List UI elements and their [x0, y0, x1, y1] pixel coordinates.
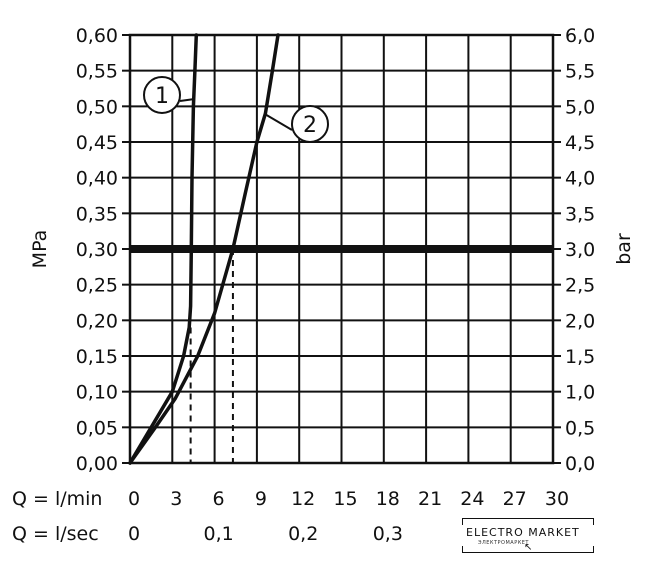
- series-callout-circle-1: [143, 76, 181, 114]
- y-left-tick-label: 0,60: [76, 25, 118, 47]
- y-left-tick-label: 0,00: [76, 453, 118, 475]
- cursor-icon: ↖: [524, 542, 533, 553]
- x-lmin-tick-label: 9: [255, 488, 267, 510]
- y-right-tick-label: 0,0: [565, 453, 595, 475]
- x-lmin-tick-label: 0: [128, 488, 140, 510]
- x-lsec-tick-label: 0,1: [203, 523, 233, 545]
- y-right-axis-title: bar: [613, 233, 635, 265]
- y-left-tick-label: 0,45: [76, 132, 118, 154]
- x-lmin-tick-label: 27: [503, 488, 527, 510]
- y-left-tick-label: 0,25: [76, 275, 118, 297]
- series-callout-leader-1: [179, 98, 193, 102]
- x-lsec-tick-label: 0: [128, 523, 140, 545]
- x-lmin-tick-label: 30: [545, 488, 569, 510]
- y-left-tick-label: 0,40: [76, 168, 118, 190]
- y-right-tick-label: 3,0: [565, 239, 595, 261]
- series-line-1: [128, 33, 199, 465]
- y-left-tick-label: 0,10: [76, 382, 118, 404]
- x-lmin-tick-label: 24: [460, 488, 484, 510]
- x-lsec-tick-label: 0,3: [373, 523, 403, 545]
- y-right-tick-label: 3,5: [565, 203, 595, 225]
- x-lmin-tick-label: 21: [418, 488, 442, 510]
- x-lsec-tick-label: 0,2: [288, 523, 318, 545]
- y-left-tick-label: 0,55: [76, 61, 118, 83]
- y-right-tick-label: 0,5: [565, 417, 595, 439]
- y-left-tick-label: 0,50: [76, 96, 118, 118]
- y-right-tick-label: 6,0: [565, 25, 595, 47]
- y-left-tick-label: 0,05: [76, 417, 118, 439]
- series-callout-label-1: 1: [155, 84, 169, 109]
- y-right-tick-label: 1,0: [565, 382, 595, 404]
- series-callout-leader-2: [263, 112, 293, 131]
- x-lmin-tick-label: 15: [333, 488, 357, 510]
- x-lmin-tick-label: 12: [291, 488, 315, 510]
- logo-sub-text: ЭЛЕКТРОМАРКЕТ: [478, 540, 529, 546]
- y-right-tick-label: 1,5: [565, 346, 595, 368]
- logo-frame-top: [462, 518, 594, 525]
- y-right-tick-label: 5,5: [565, 61, 595, 83]
- series-line-2: [128, 33, 280, 465]
- series-callout-label-2: 2: [303, 113, 317, 138]
- series-callout-circle-2: [291, 105, 329, 143]
- y-left-axis-title: MPa: [29, 230, 51, 269]
- y-right-tick-label: 4,0: [565, 168, 595, 190]
- watermark-logo: ELECTRO MARKET ЭЛЕКТРОМАРКЕТ ↖: [462, 512, 594, 558]
- y-left-tick-label: 0,15: [76, 346, 118, 368]
- y-left-tick-label: 0,20: [76, 310, 118, 332]
- x-lsec-axis-title: Q = l/sec: [12, 523, 99, 545]
- x-lmin-axis-title: Q = l/min: [12, 488, 102, 510]
- logo-brand-text: ELECTRO MARKET: [466, 526, 580, 539]
- y-right-tick-label: 2,5: [565, 275, 595, 297]
- y-right-tick-label: 5,0: [565, 96, 595, 118]
- y-left-tick-label: 0,35: [76, 203, 118, 225]
- y-right-tick-label: 4,5: [565, 132, 595, 154]
- x-lmin-tick-label: 18: [376, 488, 400, 510]
- logo-frame-bottom: [462, 546, 594, 553]
- y-right-tick-label: 2,0: [565, 310, 595, 332]
- y-left-tick-label: 0,30: [76, 239, 118, 261]
- x-lmin-tick-label: 3: [170, 488, 182, 510]
- x-lmin-tick-label: 6: [213, 488, 225, 510]
